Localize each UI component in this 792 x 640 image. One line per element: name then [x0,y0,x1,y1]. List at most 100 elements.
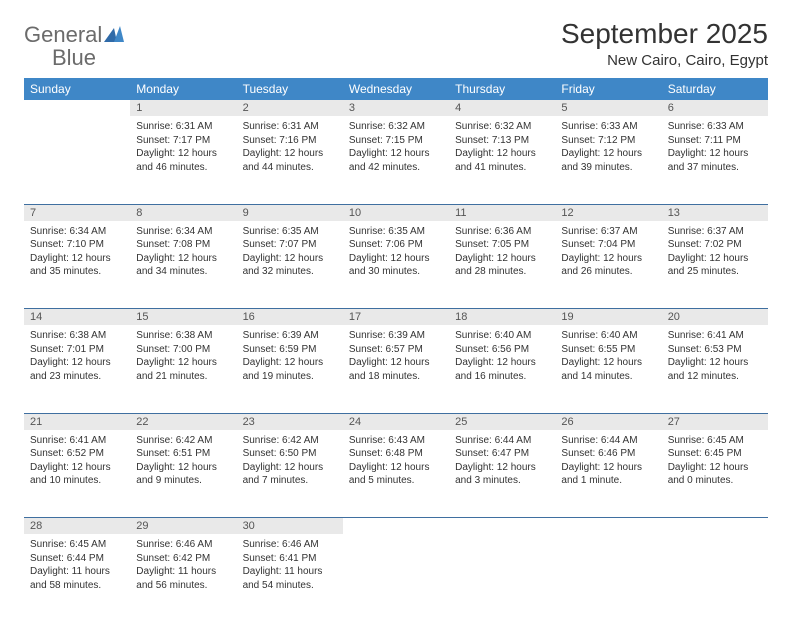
day1-text: Daylight: 12 hours [455,356,549,370]
sunset-text: Sunset: 7:06 PM [349,238,443,252]
day-cell-body: Sunrise: 6:45 AMSunset: 6:45 PMDaylight:… [662,430,768,494]
logo-word-2: Blue [52,45,96,70]
day-cell: Sunrise: 6:40 AMSunset: 6:56 PMDaylight:… [449,325,555,413]
day-cell: Sunrise: 6:44 AMSunset: 6:46 PMDaylight:… [555,430,661,518]
day-number-cell: 13 [662,204,768,221]
sunrise-text: Sunrise: 6:39 AM [243,329,337,343]
daynum-row: 78910111213 [24,204,768,221]
sunset-text: Sunset: 7:16 PM [243,134,337,148]
day2-text: and 41 minutes. [455,161,549,175]
sunrise-text: Sunrise: 6:33 AM [561,120,655,134]
day-cell: Sunrise: 6:40 AMSunset: 6:55 PMDaylight:… [555,325,661,413]
day2-text: and 56 minutes. [136,579,230,593]
sunset-text: Sunset: 7:04 PM [561,238,655,252]
day-cell: Sunrise: 6:34 AMSunset: 7:08 PMDaylight:… [130,221,236,309]
day-number-cell: 30 [237,518,343,535]
day-cell [449,534,555,622]
sunrise-text: Sunrise: 6:31 AM [136,120,230,134]
day-cell [555,534,661,622]
day-cell-body: Sunrise: 6:31 AMSunset: 7:16 PMDaylight:… [237,116,343,180]
day-number-cell: 4 [449,100,555,116]
day2-text: and 39 minutes. [561,161,655,175]
calendar-table: Sunday Monday Tuesday Wednesday Thursday… [24,78,768,622]
day-cell: Sunrise: 6:39 AMSunset: 6:57 PMDaylight:… [343,325,449,413]
day-number-cell: 18 [449,309,555,326]
sunrise-text: Sunrise: 6:40 AM [561,329,655,343]
sunset-text: Sunset: 6:51 PM [136,447,230,461]
sunset-text: Sunset: 7:07 PM [243,238,337,252]
day-number-cell: 9 [237,204,343,221]
day-cell-body: Sunrise: 6:34 AMSunset: 7:10 PMDaylight:… [24,221,130,285]
day-cell-body: Sunrise: 6:33 AMSunset: 7:11 PMDaylight:… [662,116,768,180]
day-cell [662,534,768,622]
day2-text: and 21 minutes. [136,370,230,384]
day1-text: Daylight: 12 hours [668,147,762,161]
sunrise-text: Sunrise: 6:37 AM [561,225,655,239]
daynum-row: 123456 [24,100,768,116]
sunset-text: Sunset: 7:10 PM [30,238,124,252]
sunset-text: Sunset: 7:00 PM [136,343,230,357]
day-cell-body: Sunrise: 6:42 AMSunset: 6:51 PMDaylight:… [130,430,236,494]
sunset-text: Sunset: 7:11 PM [668,134,762,148]
day-cell-body: Sunrise: 6:42 AMSunset: 6:50 PMDaylight:… [237,430,343,494]
sunrise-text: Sunrise: 6:44 AM [561,434,655,448]
day-cell-body: Sunrise: 6:41 AMSunset: 6:52 PMDaylight:… [24,430,130,494]
weekday-header: Saturday [662,78,768,100]
day1-text: Daylight: 12 hours [349,461,443,475]
logo-mark-icon [104,26,124,47]
day-cell: Sunrise: 6:39 AMSunset: 6:59 PMDaylight:… [237,325,343,413]
day1-text: Daylight: 12 hours [243,147,337,161]
sunrise-text: Sunrise: 6:33 AM [668,120,762,134]
sunrise-text: Sunrise: 6:40 AM [455,329,549,343]
day-cell: Sunrise: 6:31 AMSunset: 7:16 PMDaylight:… [237,116,343,204]
week-row: Sunrise: 6:41 AMSunset: 6:52 PMDaylight:… [24,430,768,518]
day1-text: Daylight: 12 hours [561,356,655,370]
sunrise-text: Sunrise: 6:38 AM [136,329,230,343]
day1-text: Daylight: 12 hours [243,356,337,370]
day1-text: Daylight: 12 hours [561,252,655,266]
day1-text: Daylight: 11 hours [30,565,124,579]
location: New Cairo, Cairo, Egypt [561,52,768,69]
day-cell-body: Sunrise: 6:37 AMSunset: 7:04 PMDaylight:… [555,221,661,285]
day-number-cell: 15 [130,309,236,326]
day1-text: Daylight: 12 hours [243,461,337,475]
day-cell-body: Sunrise: 6:40 AMSunset: 6:56 PMDaylight:… [449,325,555,389]
day1-text: Daylight: 12 hours [349,356,443,370]
week-row: Sunrise: 6:31 AMSunset: 7:17 PMDaylight:… [24,116,768,204]
sunset-text: Sunset: 7:02 PM [668,238,762,252]
sunset-text: Sunset: 6:56 PM [455,343,549,357]
day-cell: Sunrise: 6:45 AMSunset: 6:44 PMDaylight:… [24,534,130,622]
sunset-text: Sunset: 7:15 PM [349,134,443,148]
day-cell: Sunrise: 6:44 AMSunset: 6:47 PMDaylight:… [449,430,555,518]
weekday-header: Sunday [24,78,130,100]
day-cell: Sunrise: 6:46 AMSunset: 6:41 PMDaylight:… [237,534,343,622]
day2-text: and 26 minutes. [561,265,655,279]
day1-text: Daylight: 12 hours [668,252,762,266]
day-cell-body: Sunrise: 6:34 AMSunset: 7:08 PMDaylight:… [130,221,236,285]
day-number-cell: 19 [555,309,661,326]
sunrise-text: Sunrise: 6:32 AM [349,120,443,134]
day-cell: Sunrise: 6:33 AMSunset: 7:12 PMDaylight:… [555,116,661,204]
day2-text: and 44 minutes. [243,161,337,175]
day-number-cell: 25 [449,413,555,430]
day-number-cell: 20 [662,309,768,326]
sunrise-text: Sunrise: 6:39 AM [349,329,443,343]
sunrise-text: Sunrise: 6:38 AM [30,329,124,343]
calendar-header-row: Sunday Monday Tuesday Wednesday Thursday… [24,78,768,100]
day-cell-body: Sunrise: 6:33 AMSunset: 7:12 PMDaylight:… [555,116,661,180]
header: General Blue September 2025 New Cairo, C… [24,18,768,70]
day2-text: and 10 minutes. [30,474,124,488]
day-number-cell [449,518,555,535]
day-number-cell: 17 [343,309,449,326]
day-cell-body: Sunrise: 6:45 AMSunset: 6:44 PMDaylight:… [24,534,130,598]
sunset-text: Sunset: 6:50 PM [243,447,337,461]
day1-text: Daylight: 12 hours [136,147,230,161]
sunset-text: Sunset: 6:52 PM [30,447,124,461]
day-number-cell: 3 [343,100,449,116]
sunset-text: Sunset: 6:45 PM [668,447,762,461]
sunset-text: Sunset: 6:47 PM [455,447,549,461]
day-number-cell: 28 [24,518,130,535]
day-number-cell [343,518,449,535]
day-cell-body: Sunrise: 6:40 AMSunset: 6:55 PMDaylight:… [555,325,661,389]
day-cell-body: Sunrise: 6:32 AMSunset: 7:15 PMDaylight:… [343,116,449,180]
